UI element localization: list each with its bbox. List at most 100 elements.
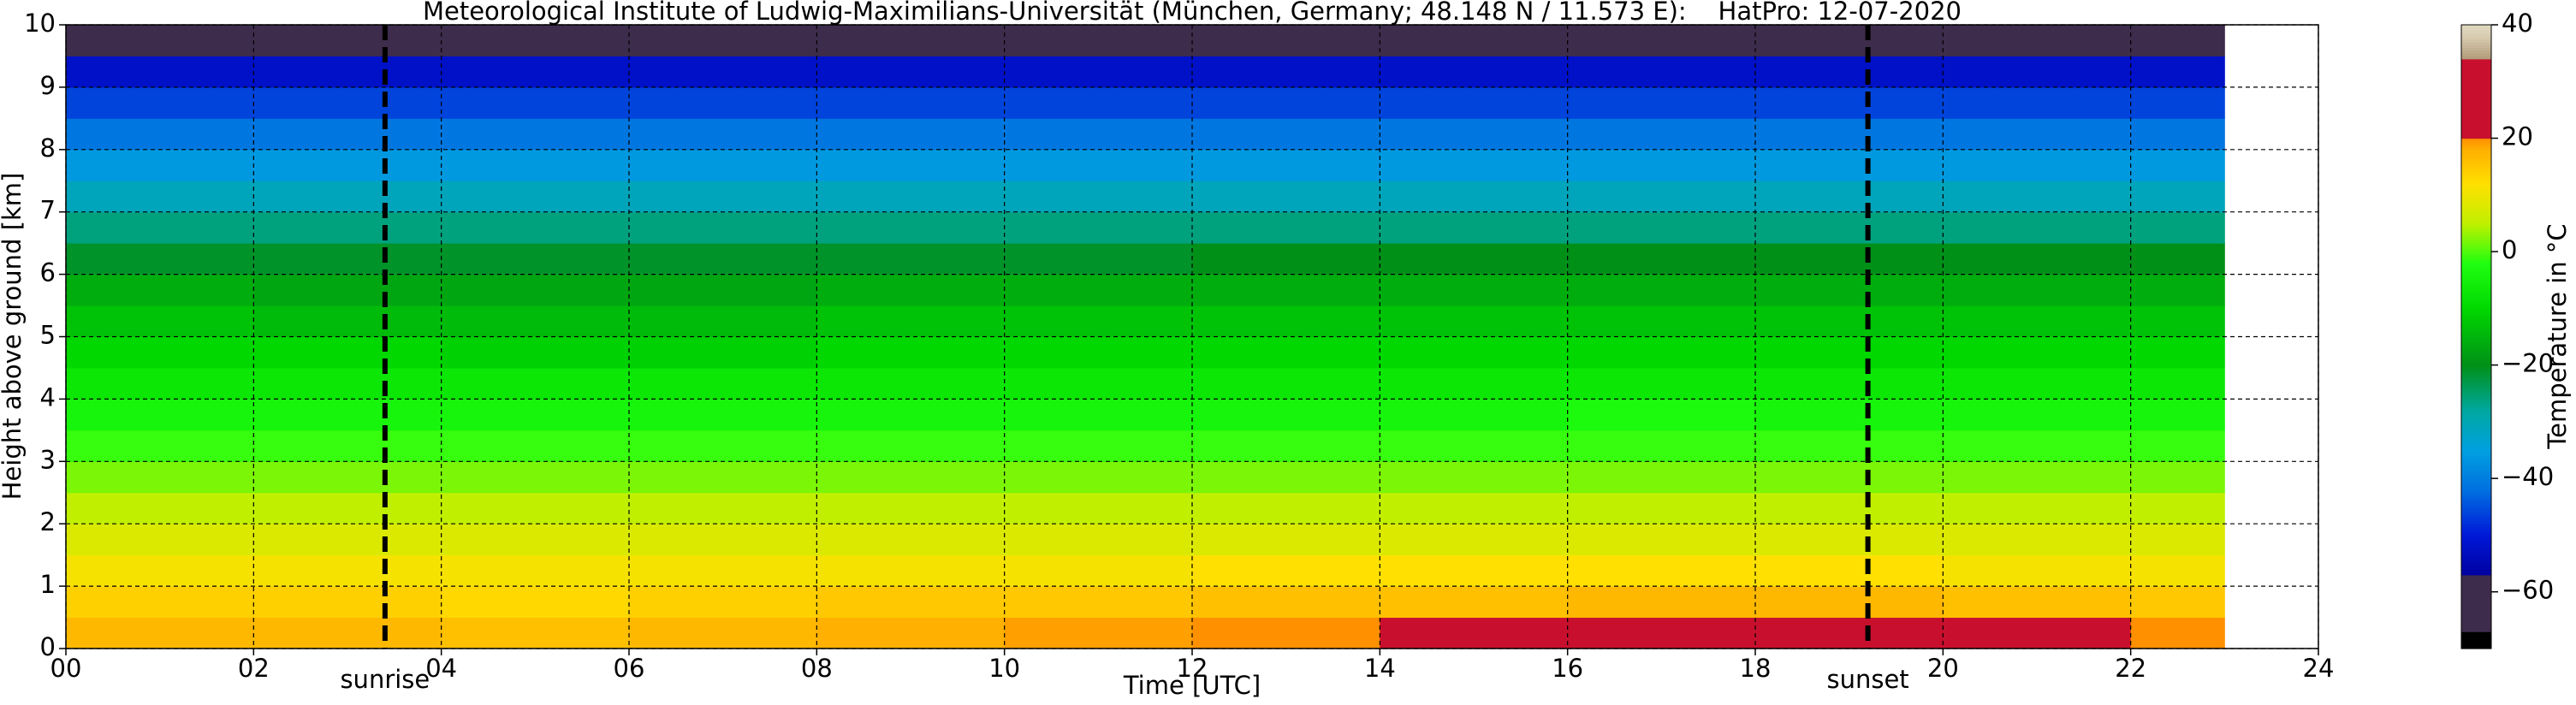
heatmap-cell xyxy=(1943,336,2132,369)
colorbar-segment xyxy=(2461,285,2491,289)
colorbar-segment xyxy=(2461,427,2491,431)
heatmap-cell xyxy=(1567,211,1756,244)
heatmap-cell xyxy=(629,399,817,431)
heatmap-cell xyxy=(1943,461,2132,494)
heatmap-cell xyxy=(253,149,442,181)
colorbar-segment xyxy=(2461,177,2491,181)
colorbar-segment xyxy=(2461,416,2491,420)
colorbar-segment xyxy=(2461,597,2491,601)
colorbar-segment xyxy=(2461,405,2491,408)
heatmap-cell xyxy=(1192,554,1380,587)
colorbar-segment xyxy=(2461,172,2491,176)
heatmap-cell xyxy=(1943,430,2132,462)
heatmap-cell xyxy=(1192,243,1380,275)
heatmap-cell xyxy=(1567,274,1756,306)
heatmap-cell xyxy=(1943,25,2132,56)
heatmap-cell xyxy=(629,118,817,151)
colorbar-segment xyxy=(2461,373,2491,377)
heatmap-cell xyxy=(1004,524,1193,556)
colorbar-segment xyxy=(2461,359,2491,363)
colorbar-segment xyxy=(2461,595,2491,598)
heatmap-cell xyxy=(66,274,254,306)
heatmap-cell xyxy=(816,305,1006,337)
colorbar-segment xyxy=(2461,192,2491,196)
heatmap-cell xyxy=(1755,586,1944,619)
heatmap-cell xyxy=(66,492,254,524)
heatmap-cell xyxy=(441,56,630,88)
colorbar-segment xyxy=(2461,336,2491,341)
colorbar-tick-label: −40 xyxy=(2502,462,2554,491)
colorbar-segment xyxy=(2461,254,2491,258)
heatmap-cell xyxy=(2130,86,2225,119)
colorbar-segment xyxy=(2461,50,2491,54)
heatmap-cell xyxy=(253,586,442,619)
colorbar-segment xyxy=(2461,121,2491,125)
colorbar-segment xyxy=(2461,90,2491,94)
colorbar-segment xyxy=(2461,589,2491,593)
colorbar-segment xyxy=(2461,33,2491,37)
heatmap-cell xyxy=(66,430,254,462)
y-tick-label: 1 xyxy=(40,570,56,599)
colorbar-segment xyxy=(2461,330,2491,335)
heatmap-cell xyxy=(1004,243,1193,275)
heatmap-cell xyxy=(629,524,817,556)
colorbar-segment xyxy=(2461,299,2491,304)
colorbar-segment xyxy=(2461,424,2491,429)
heatmap-cell xyxy=(1755,524,1944,556)
heatmap-cell xyxy=(441,181,630,213)
colorbar-segment xyxy=(2461,144,2491,148)
heatmap-cell xyxy=(1567,586,1756,619)
heatmap-cell xyxy=(816,56,1006,88)
colorbar-segment xyxy=(2461,206,2491,210)
colorbar-segment xyxy=(2461,351,2491,354)
colorbar-segment xyxy=(2461,291,2491,295)
heatmap-cell xyxy=(629,86,817,119)
colorbar-segment xyxy=(2461,228,2491,233)
x-tick-label: 04 xyxy=(425,654,457,683)
heatmap-cell xyxy=(1004,305,1193,337)
heatmap-cell xyxy=(1192,617,1380,649)
heatmap-cell xyxy=(1755,86,1944,119)
heatmap-cell xyxy=(816,274,1006,306)
x-tick-label: 00 xyxy=(50,654,82,683)
heatmap-cell xyxy=(2130,367,2225,400)
heatmap-cell xyxy=(1567,617,1756,649)
heatmap-cell xyxy=(1004,336,1193,369)
x-tick-label: 20 xyxy=(1927,654,1959,683)
heatmap-cell xyxy=(1192,305,1380,337)
colorbar-segment xyxy=(2461,203,2491,207)
heatmap-cell xyxy=(253,554,442,587)
heatmap-cell xyxy=(2130,586,2225,619)
colorbar-segment xyxy=(2461,466,2491,471)
heatmap-cell xyxy=(1380,336,1569,369)
colorbar-segment xyxy=(2461,339,2491,343)
colorbar-segment xyxy=(2461,578,2491,582)
colorbar-segment xyxy=(2461,175,2491,179)
colorbar-segment xyxy=(2461,149,2491,153)
colorbar-segment xyxy=(2461,25,2491,28)
colorbar-segment xyxy=(2461,498,2491,502)
heatmap-cell xyxy=(629,461,817,494)
colorbar-segment xyxy=(2461,370,2491,375)
heatmap-cell xyxy=(1943,305,2132,337)
colorbar-segment xyxy=(2461,546,2491,550)
colorbar-tick-label: 0 xyxy=(2502,235,2517,264)
heatmap-cell xyxy=(441,399,630,431)
heatmap-cell xyxy=(441,25,630,56)
colorbar-segment xyxy=(2461,268,2491,272)
colorbar-segment xyxy=(2461,231,2491,235)
heatmap-cell xyxy=(1380,86,1569,119)
heatmap-cell xyxy=(1755,336,1944,369)
colorbar-segment xyxy=(2461,518,2491,522)
heatmap-cell xyxy=(253,305,442,337)
heatmap-cell xyxy=(1755,305,1944,337)
heatmap-cell xyxy=(1192,492,1380,524)
heatmap-cell xyxy=(1192,430,1380,462)
colorbar-segment xyxy=(2461,492,2491,496)
heatmap-cell xyxy=(1004,118,1193,151)
colorbar-segment xyxy=(2461,447,2491,451)
y-tick-label: 3 xyxy=(40,445,56,474)
colorbar-segment xyxy=(2461,396,2491,400)
colorbar-segment xyxy=(2461,129,2491,133)
heatmap-cell xyxy=(1755,617,1944,649)
